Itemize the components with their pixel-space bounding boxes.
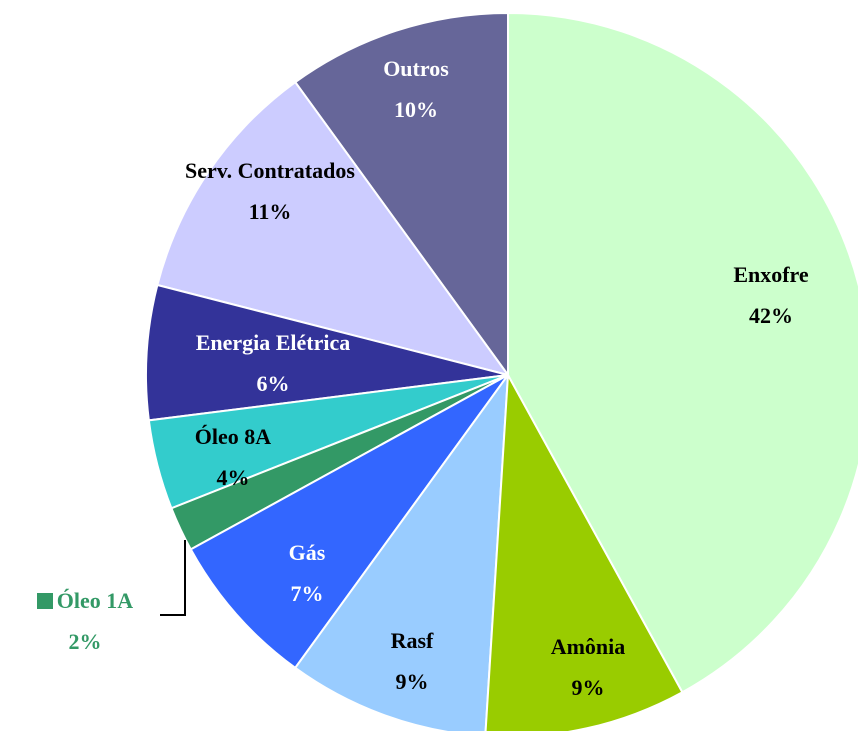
- value-label: 6%: [256, 371, 290, 396]
- slice-label: Serv. Contratados 11%: [185, 150, 355, 232]
- category-text: Serv. Contratados: [185, 158, 355, 183]
- slice-label: Energia Elétrica 6%: [143, 322, 403, 404]
- slice-label: Gás 7%: [207, 532, 407, 614]
- category-text: Óleo 1A: [56, 588, 134, 613]
- legend-marker: [36, 593, 53, 609]
- value-label: 10%: [394, 97, 438, 122]
- value-label: 9%: [395, 669, 429, 694]
- category-text: Enxofre: [733, 262, 809, 287]
- pie-slice: [293, 371, 510, 731]
- category-text: Rasf: [390, 628, 434, 653]
- category-label: Energia Elétrica: [143, 322, 403, 364]
- category-text: Outros: [383, 56, 449, 81]
- slice-label: Amônia 9%: [488, 626, 688, 708]
- category-label: Outros: [316, 48, 516, 90]
- category-text: Gás: [288, 540, 326, 565]
- slice-label: Óleo 8A 4%: [133, 416, 333, 498]
- value-label: 7%: [290, 581, 324, 606]
- value-label: 4%: [216, 465, 250, 490]
- pie-slice: [293, 11, 509, 379]
- slice-label: Outros 10%: [316, 48, 516, 130]
- value-label: 11%: [248, 199, 292, 224]
- category-text: Amônia: [550, 634, 626, 659]
- pie-slice: [144, 283, 509, 422]
- pie-slice: [189, 374, 509, 670]
- category-label: Óleo 1A: [0, 580, 185, 622]
- category-text: Energia Elétrica: [195, 330, 351, 355]
- value-label: 2%: [68, 629, 102, 654]
- value-label: 9%: [571, 675, 605, 700]
- category-label: Rasf: [312, 620, 512, 662]
- pie-slice: [507, 11, 858, 694]
- slice-label: Enxofre 42%: [671, 254, 858, 336]
- category-label: Enxofre: [671, 254, 858, 296]
- category-label: Gás: [207, 532, 407, 574]
- pie-slice: [156, 80, 511, 377]
- slice-label: Óleo 1A 2%: [0, 580, 185, 662]
- category-label: Amônia: [488, 626, 688, 668]
- value-label: 42%: [749, 303, 793, 328]
- category-label: Óleo 8A: [133, 416, 333, 458]
- category-text: Óleo 8A: [194, 424, 272, 449]
- pie-slice: [484, 371, 684, 731]
- slice-label: Rasf 9%: [312, 620, 512, 702]
- leader-line: [160, 540, 186, 616]
- category-label: Serv. Contratados: [185, 150, 355, 192]
